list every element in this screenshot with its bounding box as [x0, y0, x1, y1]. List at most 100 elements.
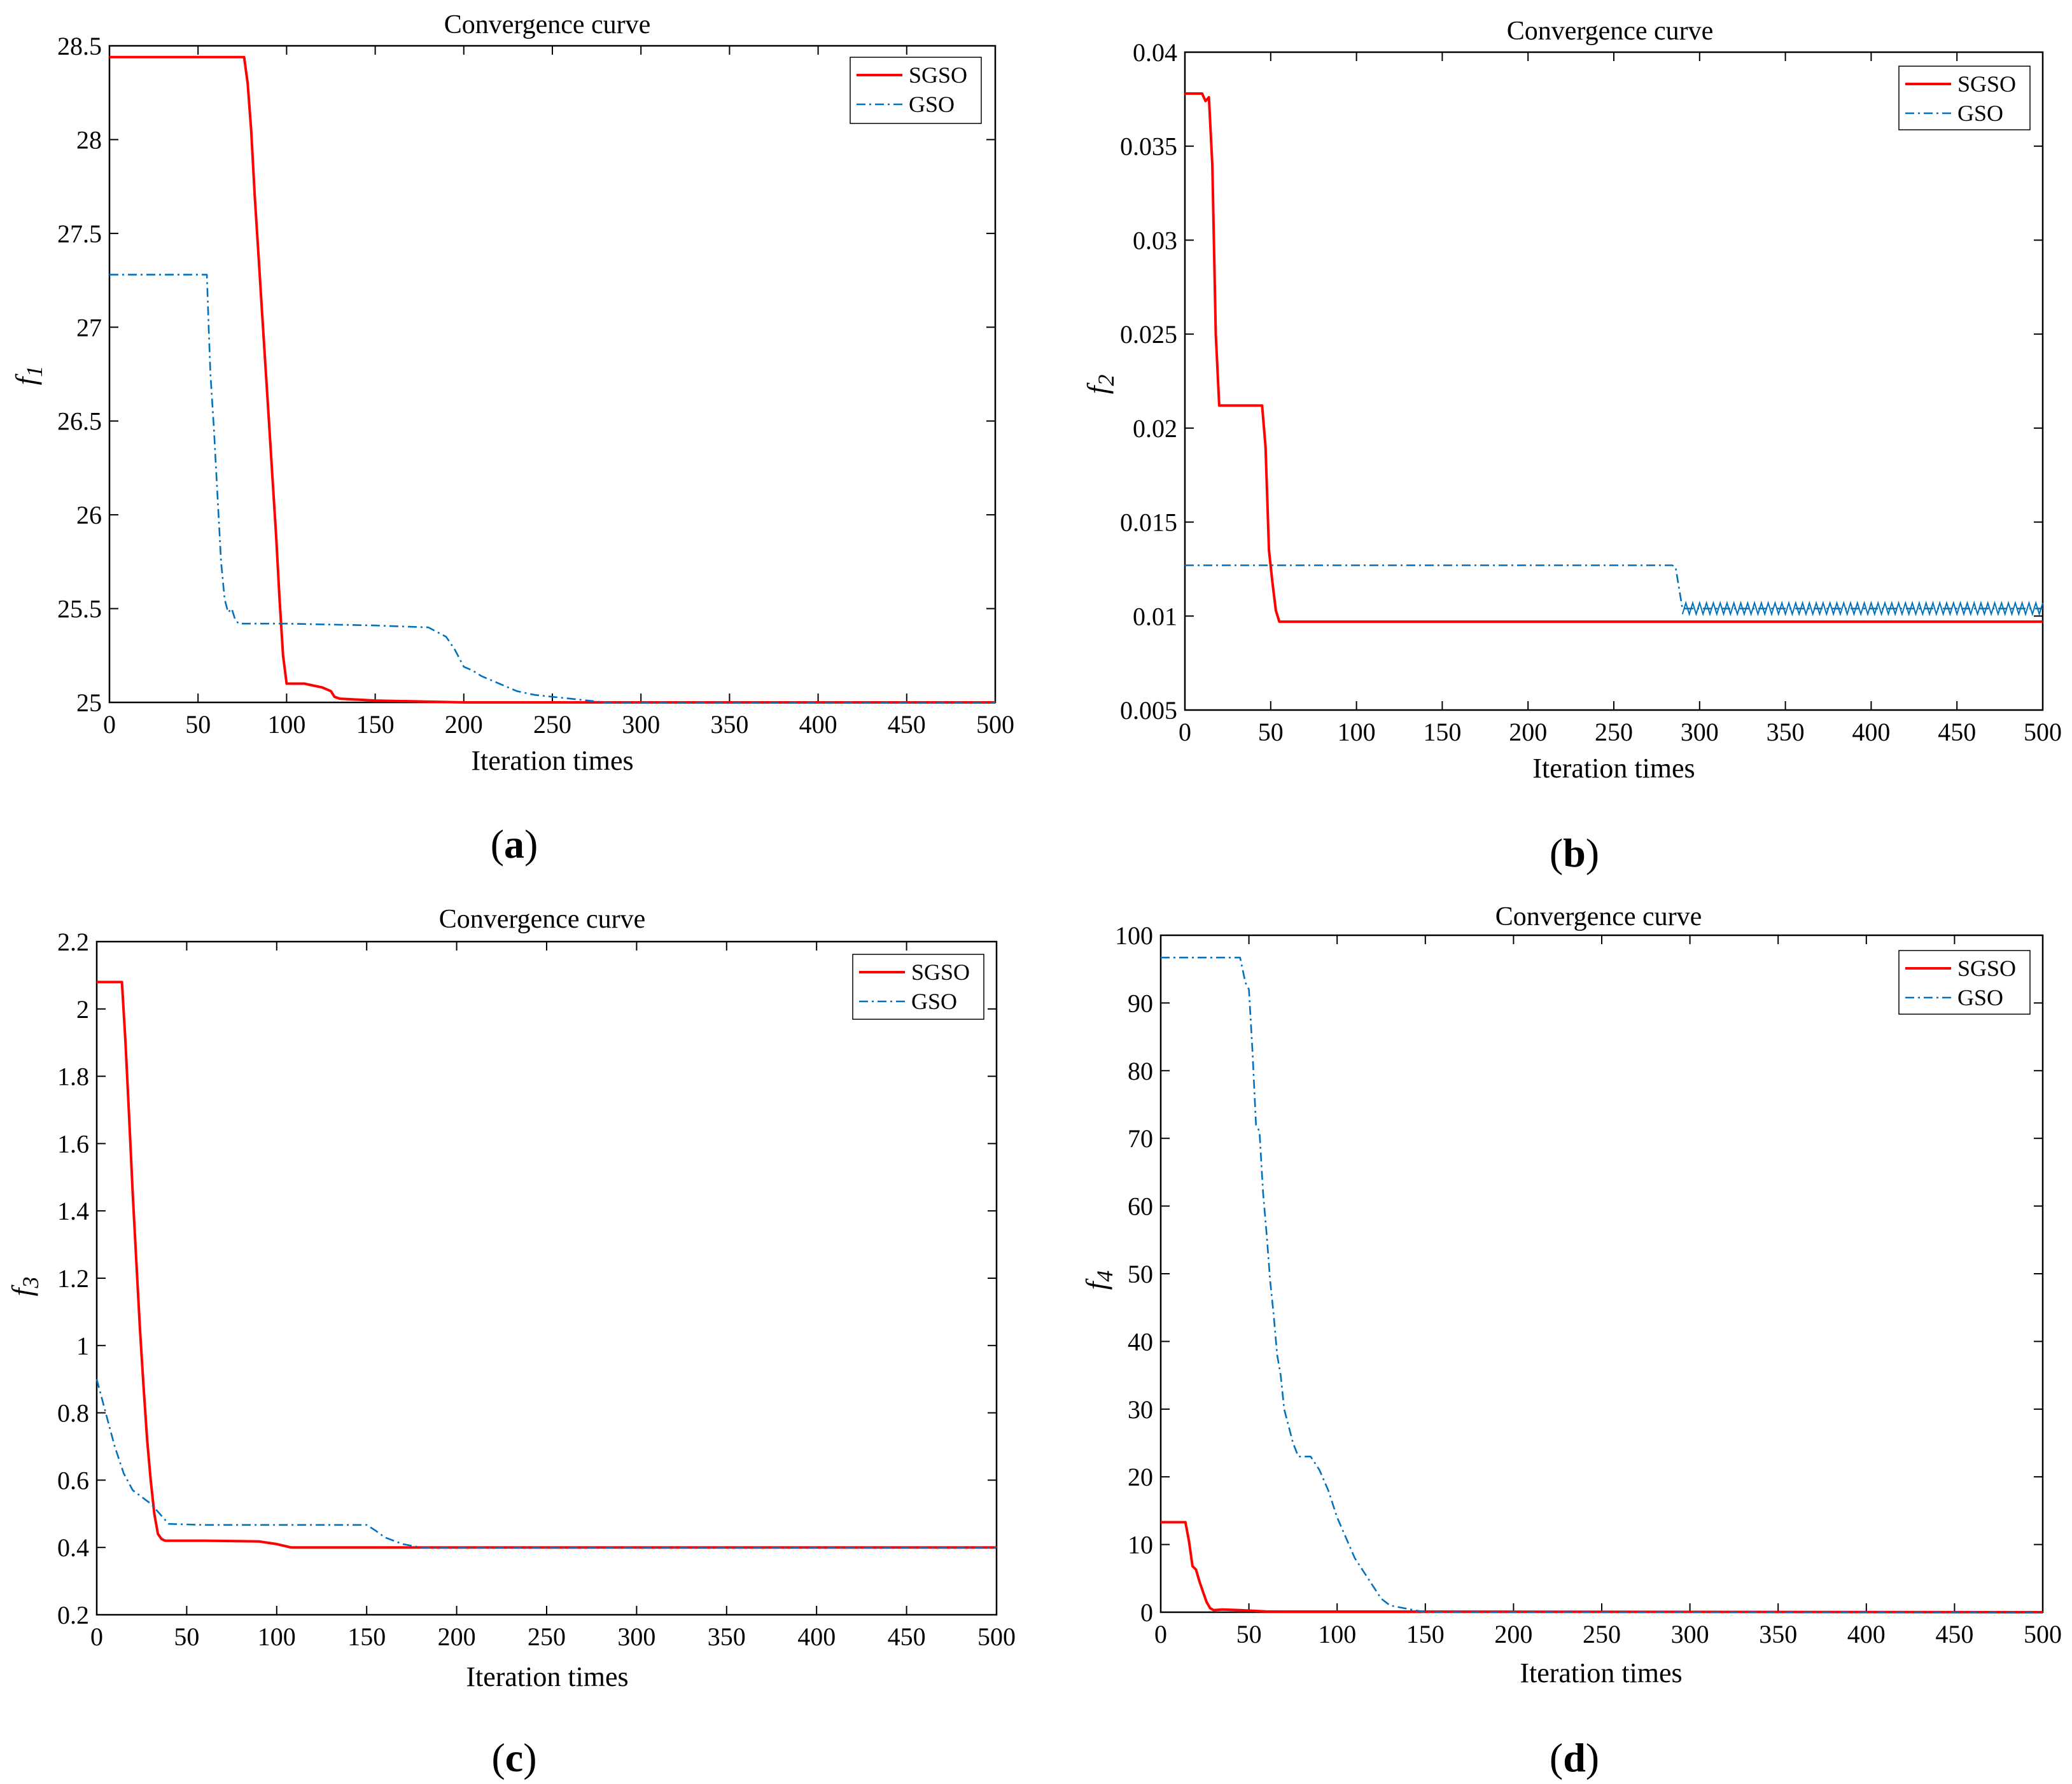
caption-open-paren: (	[491, 1735, 505, 1780]
x-tick-label: 500	[977, 1622, 1016, 1651]
legend-label-sgso: SGSO	[1957, 956, 2016, 981]
x-tick-label: 50	[174, 1622, 199, 1651]
series-line-sgso	[1185, 92, 2043, 624]
x-tick-label: 50	[185, 710, 211, 739]
y-axis-label-subscript: 2	[1093, 375, 1119, 386]
y-tick-label: 0.035	[1120, 132, 1177, 161]
series-line-gso	[109, 274, 995, 704]
series-line-sgso	[109, 55, 995, 704]
y-tick-label: 28	[76, 125, 102, 154]
x-tick-label: 0	[1154, 1620, 1167, 1648]
x-tick-label: 500	[976, 710, 1014, 739]
x-tick-label: 450	[1938, 718, 1976, 746]
y-tick-label: 0.015	[1120, 508, 1177, 537]
panel-title: Convergence curve	[1495, 902, 1702, 931]
x-tick-label: 500	[2024, 1620, 2062, 1648]
y-tick-label: 0.04	[1133, 38, 1177, 67]
caption-letter: a	[504, 821, 524, 867]
x-tick-label: 450	[888, 710, 926, 739]
x-tick-label: 500	[2024, 718, 2062, 746]
y-tick-label: 2.2	[57, 928, 89, 956]
legend-label-sgso: SGSO	[909, 62, 967, 88]
legend-box	[1898, 66, 2031, 130]
y-tick-label: 40	[1128, 1327, 1153, 1356]
y-tick-label: 50	[1128, 1260, 1153, 1288]
x-tick-label: 150	[1406, 1620, 1445, 1648]
legend-label-sgso: SGSO	[911, 959, 970, 985]
x-tick-label: 300	[622, 710, 660, 739]
caption-close-paren: )	[523, 1735, 536, 1780]
x-tick-label: 350	[710, 710, 748, 739]
x-tick-label: 200	[1509, 718, 1547, 746]
panel-caption: (c)	[491, 1735, 536, 1780]
x-tick-label: 100	[258, 1622, 296, 1651]
x-tick-label: 100	[267, 710, 305, 739]
x-tick-label: 250	[1595, 718, 1633, 746]
y-tick-label: 27.5	[57, 220, 102, 248]
caption-open-paren: (	[491, 821, 504, 867]
x-tick-label: 0	[1179, 718, 1191, 746]
y-tick-label: 0.005	[1120, 696, 1177, 725]
panel-title: Convergence curve	[444, 10, 651, 39]
legend-label-gso: GSO	[1957, 985, 2003, 1010]
y-tick-label: 1.6	[57, 1129, 89, 1158]
x-tick-label: 400	[1852, 718, 1890, 746]
panel-c: 0 50 100 150 200 250 300 350 400 450 500 0.2 0.4 0.6 0…	[6, 905, 1016, 1780]
panel-title: Convergence curve	[1507, 17, 1714, 46]
y-tick-label: 0.6	[57, 1466, 89, 1495]
y-tick-label: 1.8	[57, 1063, 89, 1091]
x-tick-label: 300	[1671, 1620, 1709, 1648]
y-tick-label: 10	[1128, 1531, 1153, 1559]
y-tick-label: 90	[1128, 989, 1153, 1017]
y-tick-label: 26.5	[57, 407, 102, 436]
y-tick-label: 2	[76, 995, 89, 1024]
legend-label-gso: GSO	[1957, 101, 2003, 126]
x-tick-label: 300	[1681, 718, 1719, 746]
x-tick-label: 400	[799, 710, 837, 739]
y-tick-label: 0.025	[1120, 320, 1177, 349]
x-tick-label: 200	[438, 1622, 476, 1651]
y-tick-label: 0.8	[57, 1399, 89, 1428]
x-axis-label: Iteration times	[471, 745, 633, 776]
y-tick-label: 28.5	[57, 32, 102, 60]
x-tick-label: 0	[103, 710, 116, 739]
y-tick-label: 0.01	[1133, 602, 1177, 631]
x-tick-label: 150	[347, 1622, 386, 1651]
y-tick-label: 100	[1115, 921, 1153, 950]
caption-letter: b	[1563, 830, 1586, 875]
x-tick-label: 150	[1423, 718, 1461, 746]
y-axis-label: f2	[1081, 375, 1119, 394]
y-tick-label: 30	[1128, 1395, 1153, 1424]
y-tick-label: 0.4	[57, 1533, 89, 1562]
series-line-sgso	[1161, 1521, 2043, 1613]
y-tick-label: 60	[1128, 1192, 1153, 1221]
panel-title: Convergence curve	[439, 905, 646, 934]
y-tick-label: 0	[1140, 1598, 1153, 1627]
panel-b: 0 50 100 150 200 250 300 350 400 450 500 0.005 0.01 0…	[1081, 17, 2062, 875]
series-line-sgso	[97, 980, 997, 1549]
x-tick-label: 450	[888, 1622, 926, 1651]
plot-frame	[95, 940, 998, 1616]
y-tick-label: 80	[1128, 1057, 1153, 1085]
y-tick-label: 70	[1128, 1124, 1153, 1153]
x-tick-label: 400	[1847, 1620, 1886, 1648]
legend-box	[850, 57, 982, 124]
panel-a: 0 50 100 150 200 250 300 350 400 450 500 25 25.5 26 26…	[10, 10, 1014, 867]
x-tick-label: 350	[1767, 718, 1805, 746]
legend-box	[852, 954, 984, 1020]
y-tick-label: 25	[76, 688, 102, 717]
legend-label-gso: GSO	[909, 92, 955, 117]
legend-label-sgso: SGSO	[1957, 71, 2016, 97]
caption-open-paren: (	[1550, 1735, 1563, 1780]
x-tick-label: 50	[1236, 1620, 1262, 1648]
y-axis-label: f3	[6, 1277, 43, 1297]
y-tick-label: 20	[1128, 1463, 1153, 1491]
panel-caption: (a)	[491, 821, 538, 867]
y-tick-label: 1.4	[57, 1197, 89, 1225]
x-axis-label: Iteration times	[1532, 753, 1695, 784]
y-tick-label: 26	[76, 501, 102, 529]
x-tick-label: 100	[1318, 1620, 1356, 1648]
caption-open-paren: (	[1550, 830, 1563, 875]
x-tick-label: 150	[356, 710, 395, 739]
